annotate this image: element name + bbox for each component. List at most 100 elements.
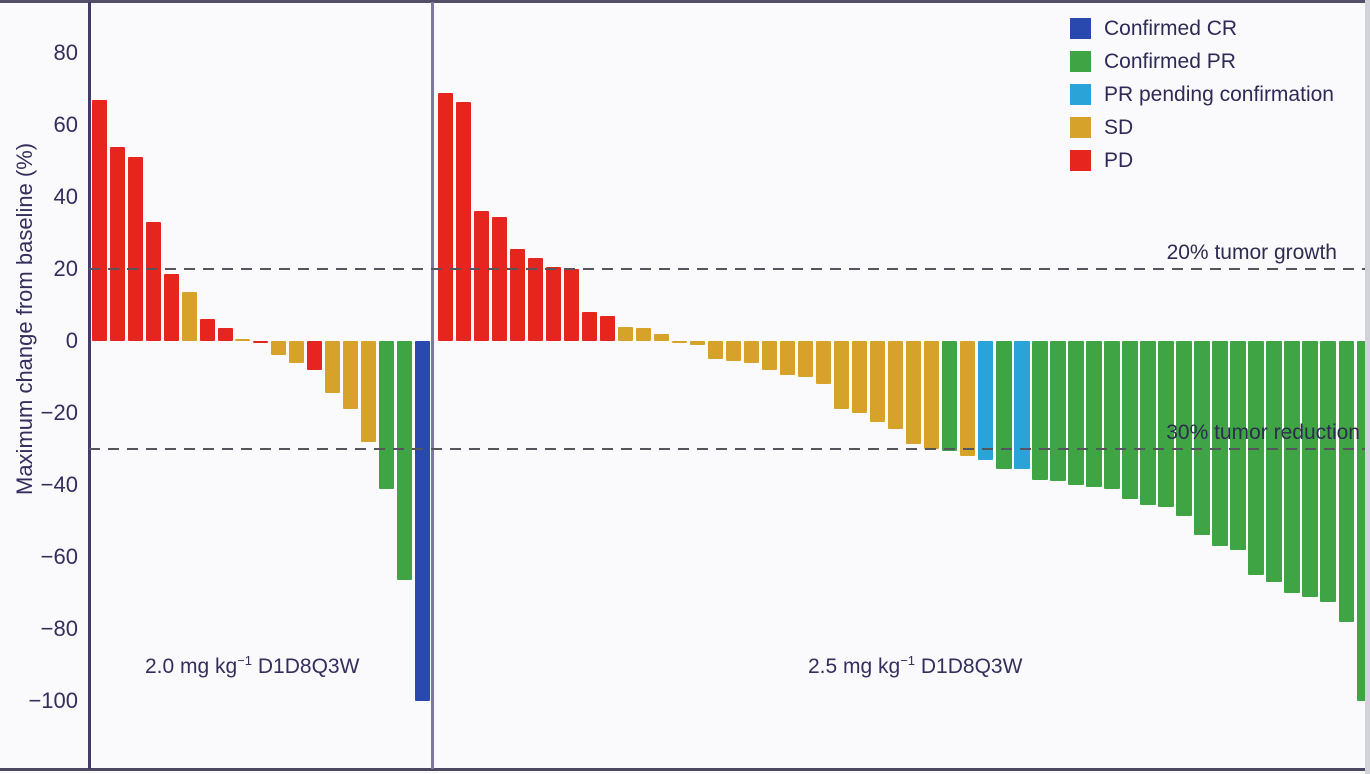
panel-label-text: 2.5 mg kg (808, 655, 901, 678)
bar-sd (888, 341, 904, 430)
bar-pd (473, 211, 489, 341)
bar-sd (235, 339, 251, 342)
bar-pr (1032, 341, 1048, 480)
bar-pr (1302, 341, 1318, 597)
bar-sd (725, 341, 742, 361)
bar-pr (1212, 341, 1228, 547)
bar-pd (145, 222, 161, 341)
bar-pr (1266, 341, 1282, 583)
bar-sd (360, 341, 376, 442)
bar-sd (325, 341, 341, 394)
bar-pd (527, 258, 543, 341)
figure-top-border (0, 0, 1370, 3)
bar-pd (509, 249, 525, 341)
bar-pr (396, 341, 412, 581)
bar-cr (414, 341, 430, 701)
bar-pr (1140, 341, 1156, 505)
bar-sd (271, 341, 287, 356)
ref-line-30pct-reduction (89, 448, 1370, 450)
bar-sd (797, 341, 814, 377)
bar-pd (437, 92, 453, 341)
y-tick-label: −100 (28, 688, 78, 713)
ref-label-30pct-reduction: 30% tumor reduction (1166, 421, 1360, 444)
bar-pr (996, 341, 1012, 469)
bar-sd (617, 326, 634, 341)
bar-sd (833, 341, 850, 410)
panel-label-text: 2.0 mg kg (145, 655, 238, 678)
bar-prpending (978, 341, 994, 460)
ref-line-20pct-growth (89, 268, 1370, 270)
y-tick-label: −60 (40, 544, 78, 569)
bar-pd (217, 328, 233, 341)
bar-pd (307, 341, 323, 370)
y-axis-line (88, 2, 91, 769)
y-tick-label: 40 (53, 184, 78, 209)
y-tick-label: 0 (65, 328, 78, 353)
bar-pr (378, 341, 394, 489)
bar-pd (545, 267, 561, 341)
panel-label-2.5mg: 2.5 mg kg−1 D1D8Q3W (808, 653, 1022, 679)
bar-pd (253, 341, 269, 343)
bar-pr (942, 341, 958, 451)
y-tick-label: 80 (53, 40, 78, 65)
bar-sd (761, 341, 778, 370)
bar-pr (1086, 341, 1102, 487)
panel-label-superscript: −1 (900, 653, 916, 668)
panel-label-text: D1D8Q3W (915, 655, 1023, 678)
bar-pr (1104, 341, 1120, 489)
bar-pd (491, 216, 507, 341)
bar-pd (127, 157, 143, 341)
bar-sd (924, 341, 940, 449)
legend-label: SD (1104, 116, 1134, 139)
bar-sd (635, 328, 652, 341)
panel-divider (431, 2, 434, 769)
confirmed-cr-swatch-icon (1070, 18, 1091, 39)
bar-sd (181, 292, 197, 341)
ref-label-20pct-growth: 20% tumor growth (1166, 241, 1337, 264)
bar-pr (1122, 341, 1138, 500)
sd-swatch-icon (1070, 117, 1091, 138)
y-tick-label: −20 (40, 400, 78, 425)
y-tick-label: 60 (53, 112, 78, 137)
bar-pd (92, 99, 107, 341)
bar-pr (1194, 341, 1210, 536)
bar-sd (815, 341, 832, 385)
y-tick-label: 20 (53, 256, 78, 281)
bar-sd (851, 341, 868, 413)
bar-pd (109, 146, 125, 341)
bar-sd (689, 341, 706, 345)
legend-label: Confirmed PR (1104, 50, 1236, 73)
y-tick-label: −80 (40, 616, 78, 641)
bar-sd (906, 341, 922, 444)
bar-pd (455, 101, 471, 341)
bar-pr (1230, 341, 1246, 550)
bar-pr (1338, 341, 1354, 622)
bar-sd (743, 341, 760, 363)
legend-label: Confirmed CR (1104, 17, 1238, 40)
bar-pr (1248, 341, 1264, 575)
right-edge-strip (1365, 0, 1370, 774)
bar-sd (869, 341, 886, 422)
panel-label-2.0mg: 2.0 mg kg−1 D1D8Q3W (145, 653, 359, 679)
bar-pr (1068, 341, 1084, 485)
bar-prpending (1014, 341, 1030, 469)
legend-label: PR pending confirmation (1104, 83, 1334, 106)
bar-sd (960, 341, 976, 457)
bar-pd (599, 315, 616, 341)
bar-sd (707, 341, 724, 359)
bar-pr (1284, 341, 1300, 593)
panel-label-text: D1D8Q3W (252, 655, 360, 678)
legend-label: PD (1104, 149, 1134, 172)
pr-pending-swatch-icon (1070, 84, 1091, 105)
confirmed-pr-swatch-icon (1070, 51, 1091, 72)
panel-label-superscript: −1 (237, 653, 253, 668)
bar-pd (581, 312, 598, 341)
y-tick-label: −40 (40, 472, 78, 497)
bar-sd (343, 341, 359, 410)
bar-pr (1176, 341, 1192, 516)
legend-row-confirmed-pr: Confirmed PR (1070, 51, 1334, 72)
pd-swatch-icon (1070, 150, 1091, 171)
bar-sd (653, 333, 670, 341)
legend: Confirmed CR Confirmed PR PR pending con… (1070, 18, 1334, 183)
